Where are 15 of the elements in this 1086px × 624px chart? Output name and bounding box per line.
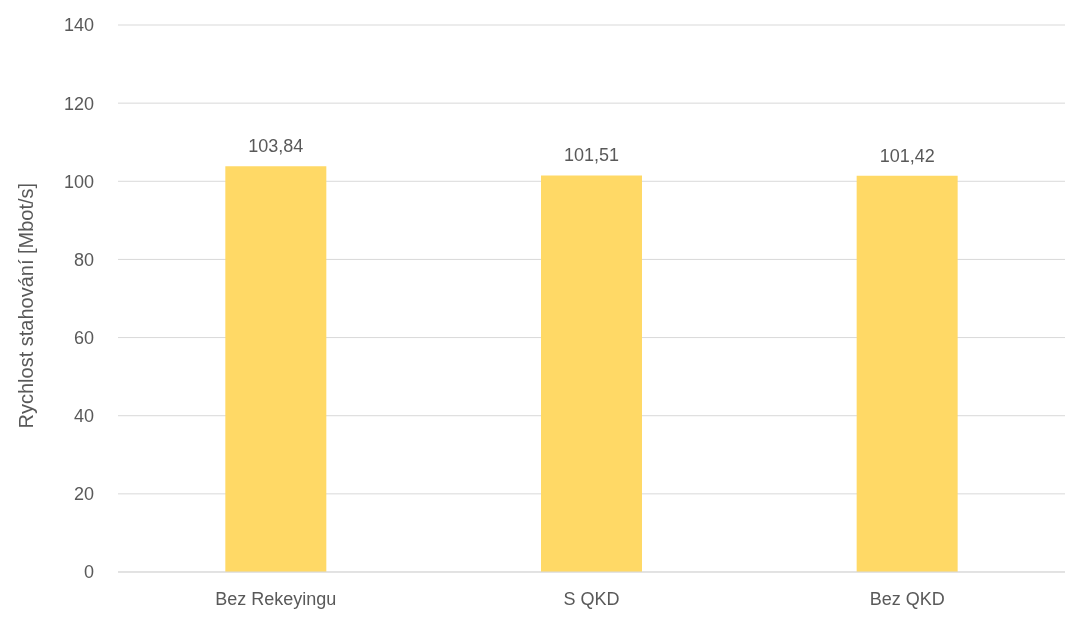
y-tick-label: 0: [83, 562, 94, 583]
x-tick-label: Bez Rekeyingu: [215, 588, 337, 609]
y-tick-label: 60: [73, 327, 94, 348]
y-tick-label: 80: [73, 249, 94, 270]
y-tick-label: 120: [63, 93, 94, 114]
x-tick-label: Bez QKD: [869, 588, 945, 609]
y-axis-title: Rychlost stahování [Mbot/s]: [15, 182, 38, 429]
y-tick-label: 100: [63, 171, 94, 192]
x-tick-label: S QKD: [563, 588, 620, 609]
data-label: 103,84: [248, 136, 304, 157]
y-tick-label: 140: [63, 15, 94, 36]
data-label: 101,51: [563, 145, 620, 166]
y-tick-label: 20: [73, 484, 94, 505]
y-tick-label: 40: [73, 406, 94, 427]
data-label: 101,42: [879, 145, 935, 166]
